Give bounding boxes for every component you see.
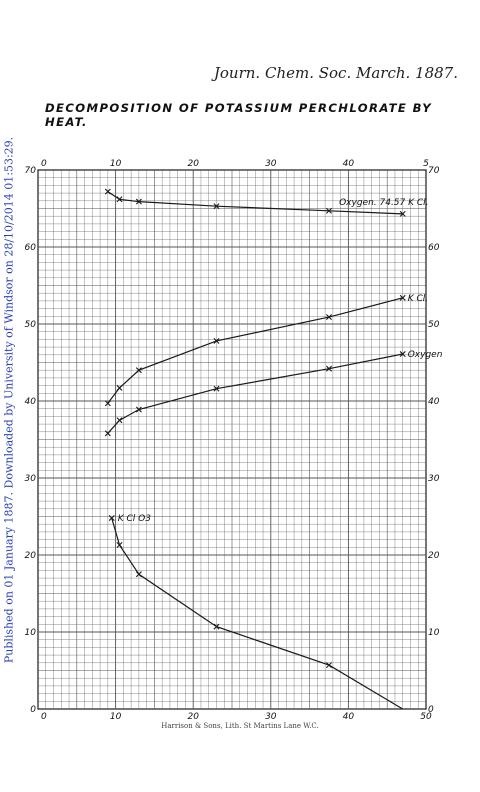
- data-point: [213, 623, 220, 630]
- data-point: [104, 400, 111, 407]
- x-tick-label-top: 0: [41, 159, 47, 169]
- x-tick-label-bottom: 10: [110, 712, 122, 722]
- data-point: [213, 385, 220, 392]
- y-tick-label-left: 50: [25, 320, 37, 330]
- data-point: [116, 542, 123, 548]
- data-point: [326, 314, 332, 321]
- data-point: [135, 198, 142, 205]
- printer-credit: Harrison & Sons, Lith. St Martins Lane W…: [161, 722, 319, 730]
- data-point: [108, 515, 115, 522]
- x-tick-label-top: 20: [187, 159, 199, 169]
- data-point: [399, 210, 406, 217]
- series-group: Oxygen. 74.57 K Cl. K Cl. Oxygen K Cl O3: [104, 188, 443, 710]
- series-line: [111, 517, 404, 710]
- y-tick-label-right: 50: [428, 320, 440, 330]
- data-point: [399, 351, 406, 358]
- data-point: [399, 294, 406, 301]
- data-point: [326, 365, 332, 372]
- y-tick-label-left: 30: [25, 474, 37, 484]
- data-point: [135, 571, 142, 578]
- data-point: [104, 430, 111, 437]
- y-tick-label-right: 10: [428, 628, 440, 638]
- chart-title: DECOMPOSITION OF POTASSIUM PERCHLORATE B…: [45, 101, 433, 129]
- data-point: [104, 188, 111, 195]
- x-tick-label-bottom: 50: [420, 712, 432, 722]
- y-tick-label-right: 70: [428, 166, 440, 176]
- data-point: [326, 662, 332, 669]
- data-point: [213, 203, 220, 210]
- series-label: Oxygen: [408, 350, 443, 360]
- y-tick-label-right: 40: [428, 397, 440, 407]
- y-tick-label-right: 20: [428, 551, 440, 561]
- data-point: [326, 207, 332, 214]
- data-point: [116, 384, 123, 391]
- x-tick-label-top: 30: [265, 159, 277, 169]
- x-tick-label-bottom: 30: [265, 712, 277, 722]
- y-tick-label-left: 10: [25, 628, 37, 638]
- x-tick-label-bottom: 20: [187, 712, 199, 722]
- journal-reference: Journ. Chem. Soc. March. 1887.: [213, 64, 458, 82]
- x-tick-label-bottom: 0: [41, 712, 47, 722]
- series-label: Oxygen. 74.57 K Cl.: [339, 198, 428, 208]
- data-point: [135, 406, 142, 413]
- y-tick-label-right: 60: [428, 243, 440, 253]
- data-point: [213, 337, 220, 344]
- series-label: K Cl.: [408, 294, 428, 304]
- series-label: K Cl O3: [118, 514, 151, 524]
- y-tick-label-right: 30: [428, 474, 440, 484]
- data-point: [116, 417, 123, 424]
- y-tick-label-left: 70: [25, 166, 37, 176]
- y-tick-label-left: 20: [25, 551, 37, 561]
- x-tick-label-bottom: 40: [343, 712, 355, 722]
- x-tick-label-top: 5: [423, 159, 429, 169]
- x-tick-label-top: 40: [343, 159, 355, 169]
- y-tick-label-left: 40: [25, 397, 37, 407]
- y-tick-label-left: 0: [30, 705, 36, 715]
- data-point: [135, 367, 142, 374]
- x-tick-label-top: 10: [110, 159, 122, 169]
- y-tick-label-left: 60: [25, 243, 37, 253]
- y-tick-label-right: 0: [428, 705, 434, 715]
- grid: [38, 170, 426, 709]
- data-point: [116, 196, 123, 203]
